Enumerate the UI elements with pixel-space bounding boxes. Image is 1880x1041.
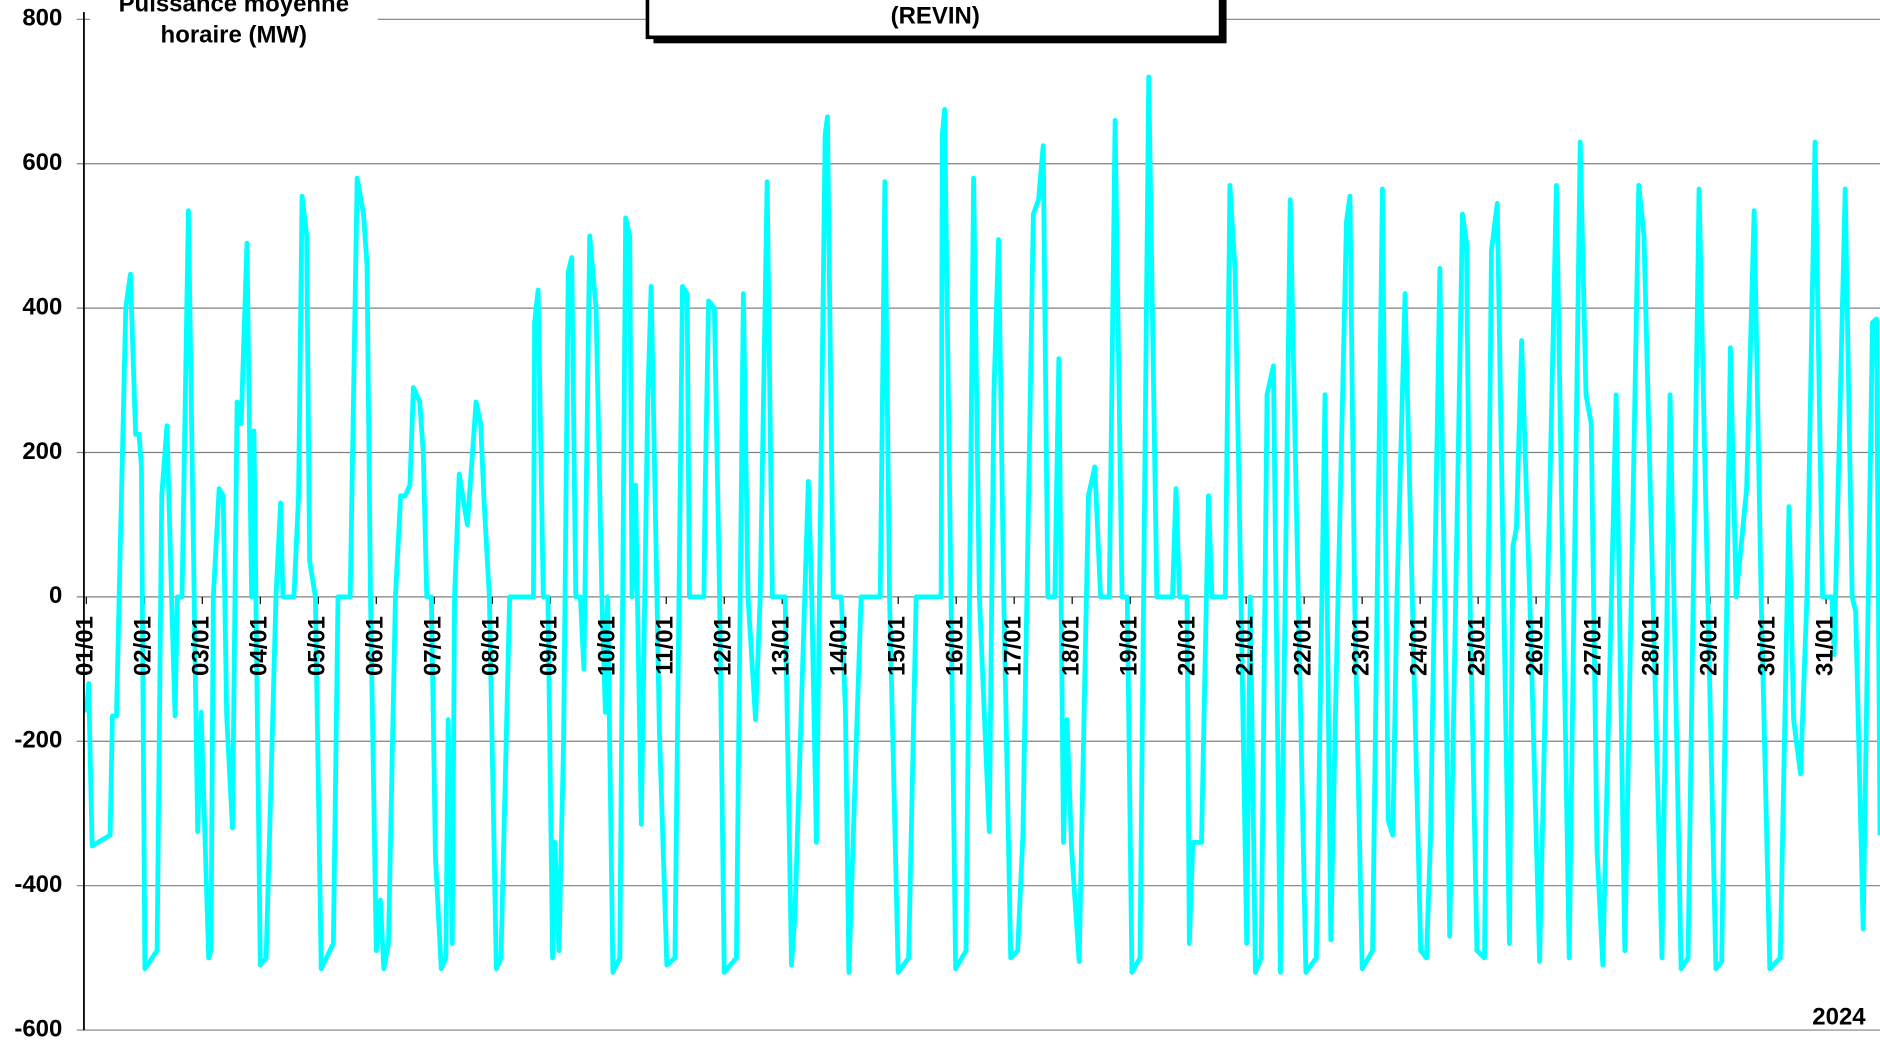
y-tick-label: 800 — [22, 5, 62, 32]
x-tick-label: 01/01 — [72, 616, 99, 676]
x-tick-label: 12/01 — [710, 616, 737, 676]
x-tick-label: 05/01 — [304, 616, 331, 676]
x-tick-label: 06/01 — [362, 616, 389, 676]
x-tick-label: 11/01 — [652, 616, 679, 675]
x-tick-label: 24/01 — [1405, 616, 1432, 676]
x-tick-label: 25/01 — [1463, 616, 1490, 676]
x-tick-label: 17/01 — [1000, 616, 1027, 676]
series-line — [83, 74, 1880, 975]
x-tick-label: 03/01 — [188, 616, 215, 676]
y-axis-label: Puissance moyenne — [119, 0, 349, 17]
y-tick-label: 200 — [22, 438, 62, 465]
x-tick-label: 21/01 — [1231, 616, 1258, 676]
x-tick-label: 19/01 — [1115, 616, 1142, 676]
x-tick-label: 07/01 — [420, 616, 447, 676]
x-tick-label: 02/01 — [130, 616, 157, 676]
y-tick-label: -200 — [14, 727, 62, 754]
x-tick-label: 04/01 — [246, 616, 273, 676]
x-tick-label: 18/01 — [1058, 616, 1085, 676]
x-tick-label: 28/01 — [1637, 616, 1664, 676]
x-tick-label: 30/01 — [1753, 616, 1780, 676]
x-tick-label: 22/01 — [1289, 616, 1316, 676]
x-tick-label: 29/01 — [1695, 616, 1722, 676]
y-tick-label: -600 — [14, 1015, 62, 1041]
y-tick-label: 600 — [22, 149, 62, 176]
y-axis-label: horaire (MW) — [161, 21, 307, 48]
x-tick-label: 15/01 — [884, 616, 911, 676]
y-label-bg — [89, 0, 378, 51]
title-box — [645, 0, 1223, 40]
y-tick-label: -400 — [14, 871, 62, 898]
x-tick-label: 26/01 — [1521, 616, 1548, 676]
x-tick-label: 27/01 — [1579, 616, 1606, 676]
x-tick-label: 14/01 — [826, 616, 853, 676]
y-tick-label: 0 — [49, 582, 62, 609]
plot — [83, 74, 1880, 975]
x-tick-label: 31/01 — [1811, 616, 1838, 676]
year-annotation: 2024 — [1812, 1003, 1866, 1030]
x-tick-label: 10/01 — [594, 616, 621, 676]
x-tick-label: 09/01 — [536, 616, 563, 676]
x-tick-label: 20/01 — [1173, 616, 1200, 676]
chart-title: (REVIN) — [891, 2, 980, 29]
x-tick-label: 16/01 — [942, 616, 969, 676]
x-tick-label: 13/01 — [768, 616, 795, 676]
x-tick-label: 23/01 — [1347, 616, 1374, 676]
x-tick-label: 08/01 — [478, 616, 505, 676]
y-tick-label: 400 — [22, 293, 62, 320]
